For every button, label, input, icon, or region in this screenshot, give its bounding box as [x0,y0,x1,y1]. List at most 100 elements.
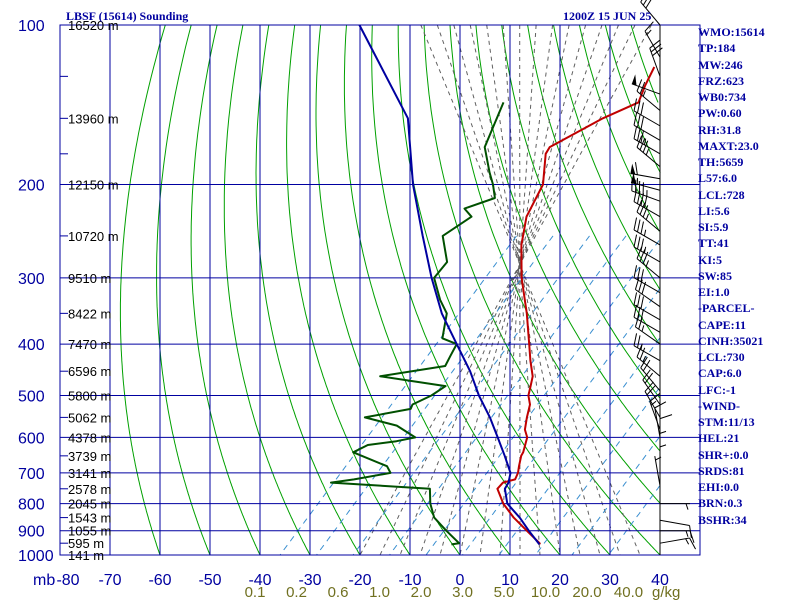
moist-adiabat [453,24,601,556]
index-item: L57:6.0 [698,171,737,186]
index-item: LFC:-1 [698,382,736,397]
pressure-tick-label: 600 [18,430,45,447]
moist-adiabat [499,24,537,556]
dry-adiabat [578,24,660,232]
height-label: 6596 m [68,364,111,379]
temperature-tick-label: -30 [298,572,321,589]
temperature-tick-label: 20 [551,572,569,589]
index-item: WB0:734 [698,90,746,104]
index-item: MW:246 [698,57,743,72]
height-label: 3739 m [68,449,111,464]
height-label: 3141 m [68,466,111,481]
temperature-tick-label: -80 [56,572,79,589]
height-label: 9510 m [68,271,111,286]
dry-adiabat [255,24,361,556]
wind-barb [659,537,697,550]
index-item: CAP:6.0 [698,366,742,381]
mixing-ratio-line [571,437,660,556]
mixing-ratio-unit: g/kg [652,584,680,600]
height-label: 7470 m [68,337,111,352]
wind-barb [660,530,695,543]
wind-barb [659,519,692,539]
moist-adiabat [359,24,652,556]
temperature-tick-label: -70 [98,572,121,589]
wind-barb [640,356,661,392]
pressure-tick-label: 900 [18,524,45,541]
temperature-tick-label: 10 [501,572,519,589]
temperature-tick-label: -60 [148,572,171,589]
moist-adiabat [419,24,603,556]
wind-barb [633,126,661,155]
wind-barb [633,217,661,246]
mixing-ratio-label: 1.0 [369,584,390,600]
height-label: 13960 m [68,111,119,126]
index-item: -WIND- [698,398,740,413]
height-label: 595 m [68,536,104,551]
pressure-tick-label: 800 [18,497,45,514]
dry-adiabat [397,25,611,556]
height-label: 1055 m [68,524,111,539]
moist-adiabat [439,24,587,556]
index-item: WMO:15614 [698,25,765,39]
moist-adiabat [486,24,561,556]
index-item: SI:5.9 [698,220,729,234]
wind-barb [633,98,661,127]
wind-barb [636,79,661,111]
pressure-unit-label: mb [33,572,55,589]
wind-barb [633,234,661,263]
index-item: EHI:0.0 [698,480,740,494]
wind-barb [633,333,661,362]
wind-barb [644,21,661,58]
mixing-ratio-line [608,485,661,556]
mixing-ratio-line [535,388,660,556]
mixing-ratio-label: 5.0 [494,584,515,600]
dry-adiabat [156,24,211,556]
pressure-tick-label: 100 [18,18,45,35]
mixing-ratio-line [462,288,660,556]
temperature-tick-label: -50 [198,572,221,589]
index-item: SHR+:0.0 [698,447,749,462]
wind-barb [631,74,661,95]
wind-barb [642,369,661,405]
height-label: 141 m [68,548,104,563]
wind-barb [649,39,663,77]
moist-adiabat [420,24,641,556]
index-item: TT:41 [698,236,730,251]
temperature-tick-label: 0 [456,572,465,589]
wind-barb [654,456,662,486]
wind-barb [636,345,661,377]
mixing-ratio-label: 0.6 [328,584,349,600]
index-item: FRZ:623 [698,73,744,88]
temperature-tick-label: 40 [651,572,669,589]
mixing-ratio-line [425,240,660,556]
index-item: PW:0.60 [698,106,742,121]
dry-adiabat [223,24,311,556]
pressure-tick-label: 1000 [18,548,54,565]
height-labels: 16520 m 13960 m 12150 m 10720 m 9510 m 8422 m… [68,18,119,563]
wind-barbs [630,0,697,555]
wind-barb [659,429,667,460]
index-item: -PARCEL- [698,301,755,316]
mixing-ratio-label: 3.0 [452,584,473,600]
height-label: 5062 m [68,410,111,425]
dry-adiabats [119,24,661,556]
wind-barb [630,162,661,180]
index-item: SRDS:81 [698,463,745,478]
moist-adiabat [436,24,621,556]
dry-adiabat [604,24,661,173]
temperature-line [496,66,656,545]
temperature-tick-label: -40 [248,572,271,589]
temperature-tick-label: -10 [398,572,421,589]
height-label: 4378 m [68,430,111,445]
index-item: LI:5.6 [698,203,730,218]
mixing-ratio-label: 40.0 [614,584,643,600]
dry-adiabat [501,24,660,399]
index-item: STM:11/13 [698,415,755,429]
pressure-tick-label: 200 [18,178,45,195]
dry-adiabat [553,24,661,290]
dry-adiabat [286,24,411,556]
parcel-line [358,24,541,546]
index-item: LCL:730 [698,350,745,364]
